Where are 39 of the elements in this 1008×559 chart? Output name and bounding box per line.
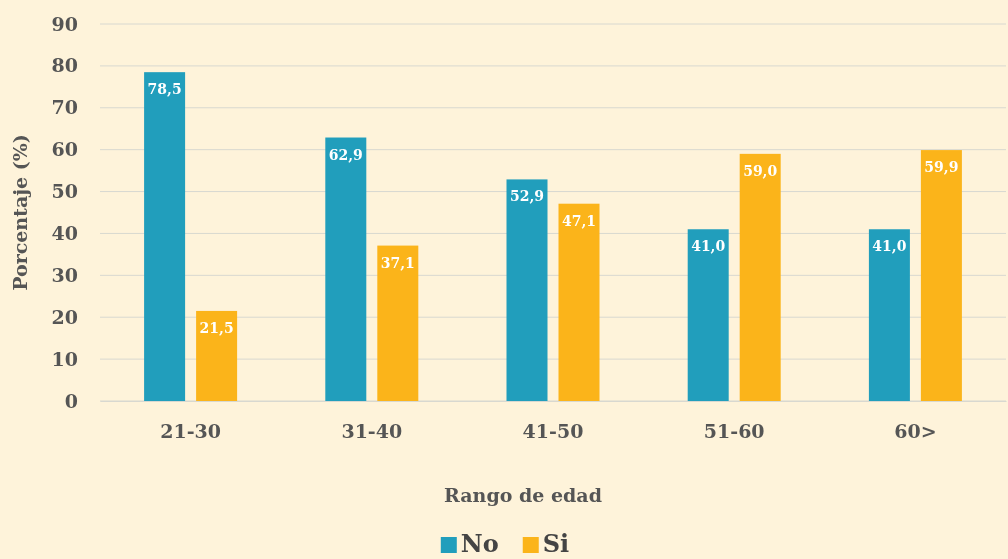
bar: [687, 229, 729, 401]
x-tick-label: 51-60: [703, 420, 765, 443]
data-label: 47,1: [561, 212, 597, 229]
x-axis-title: Rango de edad: [444, 484, 602, 506]
data-label: 37,1: [380, 254, 415, 271]
data-label: 52,9: [509, 188, 545, 205]
data-label: 41,0: [691, 238, 726, 255]
legend-label: No: [460, 529, 499, 558]
y-tick-label: 40: [51, 222, 78, 245]
bar: [558, 203, 600, 401]
bar: [739, 153, 781, 401]
x-tick-label: 31-40: [341, 420, 403, 443]
x-tick-label: 41-50: [522, 420, 584, 443]
x-tick-label: 60>: [894, 420, 937, 443]
data-label: 41,0: [872, 238, 907, 255]
y-tick-label: 0: [64, 389, 78, 412]
legend-label: Si: [542, 529, 570, 558]
bar: [920, 150, 962, 401]
y-tick-label: 90: [51, 12, 78, 35]
y-axis-title: Porcentaje (%): [9, 134, 31, 291]
bar: [868, 229, 910, 401]
data-label: 59,0: [743, 162, 778, 179]
data-label: 21,5: [199, 319, 234, 336]
data-label: 78,5: [147, 81, 182, 98]
bar: [377, 245, 419, 401]
y-tick-label: 70: [51, 96, 78, 119]
x-tick-label: 21-30: [160, 420, 221, 443]
y-tick-label: 30: [51, 263, 78, 286]
y-tick-label: 20: [51, 305, 78, 328]
data-label: 59,9: [924, 159, 959, 176]
y-tick-label: 80: [51, 54, 78, 77]
bar: [506, 179, 548, 401]
y-tick-label: 60: [51, 138, 78, 161]
bar: [196, 310, 238, 401]
y-tick-label: 10: [51, 347, 78, 370]
bar: [325, 137, 367, 401]
bar: [144, 72, 186, 401]
data-label: 62,9: [328, 146, 363, 163]
y-tick-label: 50: [51, 180, 78, 203]
